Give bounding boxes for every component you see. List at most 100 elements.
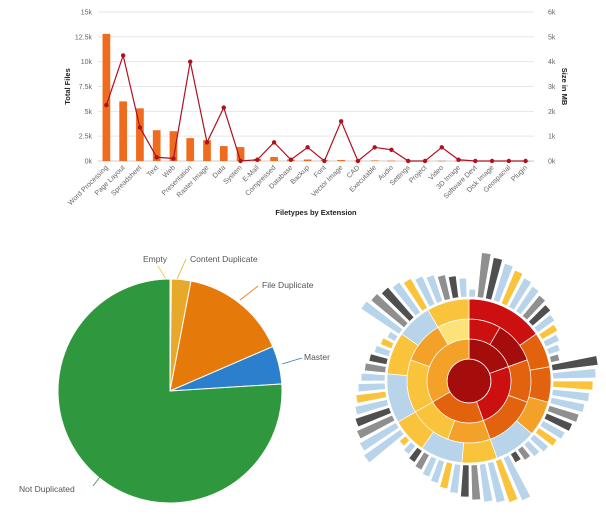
bar[interactable] bbox=[219, 146, 228, 161]
bar[interactable] bbox=[387, 160, 396, 162]
sunburst-outer-segment[interactable] bbox=[549, 396, 586, 413]
sunburst-outer-segment[interactable] bbox=[403, 441, 417, 455]
line-point[interactable] bbox=[255, 157, 260, 162]
pie-slice[interactable] bbox=[57, 278, 283, 504]
line-point[interactable] bbox=[473, 158, 478, 164]
sunburst-outer-segment[interactable] bbox=[551, 388, 590, 403]
sunburst-outer-segment[interactable] bbox=[484, 257, 503, 301]
line-point[interactable] bbox=[221, 105, 226, 110]
sunburst-outer-segment[interactable] bbox=[529, 433, 550, 453]
line-point[interactable] bbox=[104, 102, 109, 108]
sunburst-outer-segment[interactable] bbox=[500, 269, 524, 307]
sunburst-outer-segment[interactable] bbox=[364, 362, 387, 374]
sunburst-outer-segment[interactable] bbox=[527, 304, 552, 327]
sunburst-outer-segment[interactable] bbox=[552, 368, 597, 380]
sunburst-outer-segment[interactable] bbox=[538, 323, 559, 341]
bar[interactable] bbox=[186, 138, 195, 161]
sunburst-ring-2-segment[interactable] bbox=[447, 420, 491, 444]
sunburst-outer-segment[interactable] bbox=[534, 427, 558, 447]
sunburst-outer-segment[interactable] bbox=[546, 404, 580, 423]
sunburst-outer-segment[interactable] bbox=[391, 281, 422, 317]
bar[interactable] bbox=[437, 160, 446, 162]
sunburst-outer-segment[interactable] bbox=[380, 286, 415, 323]
pie-slice[interactable] bbox=[169, 280, 274, 392]
sunburst-outer-segment[interactable] bbox=[543, 412, 573, 432]
line-point[interactable] bbox=[389, 147, 394, 153]
sunburst-outer-segment[interactable] bbox=[360, 372, 386, 382]
sunburst-outer-segment[interactable] bbox=[408, 446, 423, 463]
sunburst-outer-segment[interactable] bbox=[354, 399, 390, 416]
sunburst-outer-segment[interactable] bbox=[425, 274, 444, 304]
sunburst-outer-segment[interactable] bbox=[548, 353, 561, 363]
sunburst-outer-segment[interactable] bbox=[414, 275, 436, 308]
bar[interactable] bbox=[102, 33, 111, 161]
line-point[interactable] bbox=[523, 158, 528, 164]
sunburst-ring-3-segment[interactable] bbox=[461, 438, 498, 464]
sunburst-outer-segment[interactable] bbox=[430, 458, 446, 484]
sunburst-outer-segment[interactable] bbox=[476, 252, 492, 299]
sunburst-outer-segment[interactable] bbox=[521, 294, 547, 321]
sunburst-outer-segment[interactable] bbox=[373, 344, 392, 358]
sunburst-outer-segment[interactable] bbox=[509, 450, 522, 464]
bar[interactable] bbox=[270, 157, 278, 161]
sunburst-outer-segment[interactable] bbox=[502, 454, 532, 502]
sunburst-outer-segment[interactable] bbox=[363, 428, 405, 464]
sunburst-outer-segment[interactable] bbox=[487, 460, 506, 504]
bar[interactable] bbox=[119, 101, 128, 161]
line-point[interactable] bbox=[372, 145, 377, 150]
line-point[interactable] bbox=[271, 140, 277, 145]
sunburst-outer-segment[interactable] bbox=[414, 451, 430, 471]
sunburst-outer-segment[interactable] bbox=[354, 406, 392, 428]
line-point[interactable] bbox=[456, 157, 461, 162]
sunburst-outer-segment[interactable] bbox=[421, 455, 438, 478]
sunburst-outer-segment[interactable] bbox=[492, 262, 514, 304]
line-point[interactable] bbox=[355, 158, 361, 164]
sunburst-outer-segment[interactable] bbox=[358, 421, 400, 452]
bar[interactable] bbox=[337, 160, 346, 161]
sunburst-outer-segment[interactable] bbox=[515, 285, 540, 316]
sunburst-outer-segment[interactable] bbox=[478, 462, 494, 503]
sunburst-outer-segment[interactable] bbox=[523, 439, 541, 458]
sunburst-outer-segment[interactable] bbox=[355, 390, 388, 404]
line-point[interactable] bbox=[322, 158, 327, 164]
sunburst-outer-segment[interactable] bbox=[449, 463, 462, 494]
line-point[interactable] bbox=[154, 155, 159, 160]
sunburst-outer-segment[interactable] bbox=[439, 461, 454, 490]
sunburst-outer-segment[interactable] bbox=[402, 277, 429, 312]
sunburst-outer-segment[interactable] bbox=[360, 300, 404, 335]
line-point[interactable] bbox=[338, 119, 344, 124]
sunburst-outer-segment[interactable] bbox=[546, 343, 561, 356]
bar[interactable] bbox=[169, 131, 178, 161]
line-point[interactable] bbox=[171, 156, 176, 161]
bar[interactable] bbox=[203, 140, 211, 161]
line-point[interactable] bbox=[506, 158, 512, 164]
line-point[interactable] bbox=[188, 59, 193, 64]
bar[interactable] bbox=[370, 160, 379, 162]
bar[interactable] bbox=[236, 147, 245, 161]
sunburst-outer-segment[interactable] bbox=[468, 288, 477, 298]
sunburst-outer-segment[interactable] bbox=[458, 277, 468, 298]
sunburst-ring-2-segment[interactable] bbox=[508, 359, 532, 403]
sunburst-outer-segment[interactable] bbox=[552, 380, 594, 391]
sunburst-outer-segment[interactable] bbox=[386, 330, 399, 342]
sunburst-ring-3-segment[interactable] bbox=[427, 298, 470, 328]
bar[interactable] bbox=[136, 108, 144, 161]
sunburst-outer-segment[interactable] bbox=[533, 313, 556, 334]
line-point[interactable] bbox=[137, 125, 143, 130]
line-point[interactable] bbox=[406, 158, 411, 164]
sunburst-outer-segment[interactable] bbox=[516, 445, 532, 461]
sunburst-outer-segment[interactable] bbox=[460, 464, 470, 498]
sunburst-outer-segment[interactable] bbox=[542, 333, 560, 348]
sunburst-ring-3-segment[interactable] bbox=[528, 366, 552, 403]
sunburst-outer-segment[interactable] bbox=[494, 458, 519, 503]
sunburst-outer-segment[interactable] bbox=[379, 337, 395, 350]
sunburst-outer-segment[interactable] bbox=[436, 274, 451, 302]
sunburst-outer-segment[interactable] bbox=[470, 464, 482, 501]
sunburst-outer-segment[interactable] bbox=[539, 420, 566, 440]
bar[interactable] bbox=[303, 159, 312, 161]
line-point[interactable] bbox=[120, 53, 126, 58]
sunburst-outer-segment[interactable] bbox=[370, 292, 409, 329]
line-point[interactable] bbox=[288, 157, 294, 162]
sunburst-outer-segment[interactable] bbox=[368, 353, 389, 366]
sunburst-outer-segment[interactable] bbox=[357, 382, 386, 393]
